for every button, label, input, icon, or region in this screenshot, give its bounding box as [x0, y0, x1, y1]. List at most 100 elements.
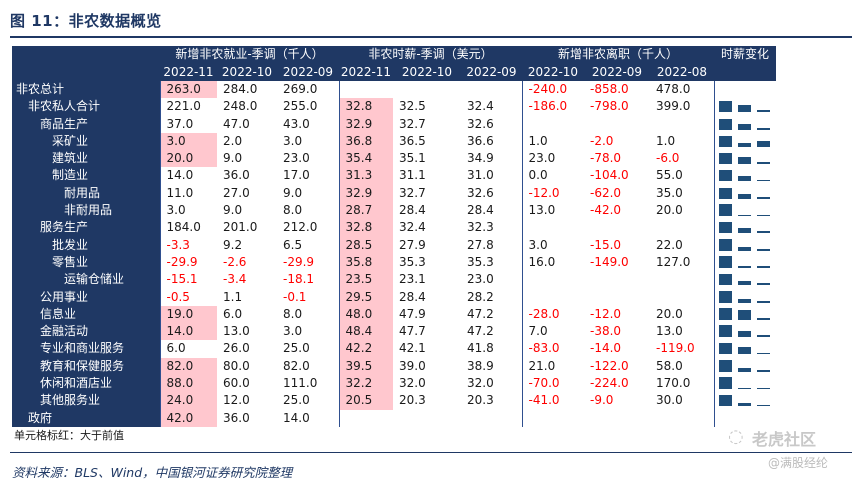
employment-cell: 25.0 [283, 393, 310, 408]
separations-cell [650, 271, 714, 288]
row-label: 教育和保健服务 [12, 357, 160, 376]
sparkbar [756, 317, 770, 320]
wage-cell: 31.3 [338, 167, 393, 185]
wage-change-sparkbar [713, 375, 776, 393]
wage-cell [338, 409, 393, 427]
wage-change-sparkbar [713, 167, 776, 185]
sparkbar [756, 231, 770, 234]
wage-cell: 23.1 [399, 272, 426, 287]
wage-cell: 27.9 [399, 237, 426, 252]
wage-change-sparkbar [713, 288, 776, 306]
wage-cell: 31.1 [399, 168, 426, 183]
separations-cell [521, 115, 584, 133]
group-header-wage: 非农时薪-季调（美元） [339, 46, 522, 64]
wage-change-sparkbar [713, 323, 776, 341]
wage-cell: 23.5 [338, 271, 393, 289]
sparkbar [737, 281, 751, 286]
sparkbar [756, 266, 770, 268]
sparkbar [718, 290, 732, 303]
wage-cell: 32.9 [338, 115, 393, 133]
wage-change-sparkbar [713, 184, 776, 203]
wage-cell: 20.3 [399, 393, 426, 408]
table-row: 其他服务业 24.0 12.0 25.0 20.5 20.3 20.3 -41.0 -9.0 30… [12, 392, 776, 410]
separations-cell: -122.0 [590, 358, 629, 373]
wage-cell: 20.3 [467, 393, 494, 408]
employment-cell: -3.3 [159, 236, 217, 254]
sparkbar [718, 187, 732, 199]
date-header: 2022-11 [339, 63, 393, 81]
separations-cell: 7.0 [521, 323, 584, 341]
wage-cell: 29.5 [338, 288, 393, 306]
sparkbar [756, 196, 770, 199]
sparkbar [756, 369, 770, 372]
sparkbar [737, 193, 751, 199]
employment-cell: 36.0 [223, 410, 250, 425]
figure-title: 图 11：非农数据概览 [10, 12, 162, 30]
employment-cell: -2.6 [223, 254, 247, 269]
separations-cell [650, 410, 714, 427]
employment-cell: 82.0 [283, 358, 310, 373]
table-row: 非农总计 263.0 284.0 269.0 -240.0 -858.0 478.0 [12, 81, 776, 99]
separations-cell: 3.0 [521, 236, 584, 254]
separations-cell [521, 271, 584, 289]
wage-cell: 41.8 [467, 341, 494, 356]
employment-cell: 11.0 [159, 184, 217, 203]
row-label: 零售业 [12, 253, 160, 272]
wage-cell: 32.0 [467, 376, 494, 391]
separations-cell: 399.0 [656, 99, 691, 114]
separations-cell: 21.0 [521, 357, 584, 376]
separations-cell [584, 219, 650, 236]
employment-cell: 6.5 [283, 237, 303, 252]
sparkbar [756, 404, 770, 407]
separations-cell [584, 289, 650, 306]
table-row: 公用事业 -0.5 1.1 -0.1 29.5 28.4 28.2 [12, 288, 776, 306]
sparkbar-group [718, 271, 775, 288]
employment-cell: -29.9 [159, 253, 217, 272]
employment-cell: 17.0 [283, 168, 310, 183]
separations-cell [650, 116, 714, 133]
employment-cell: 3.0 [283, 324, 303, 339]
wage-cell: 47.2 [467, 306, 494, 321]
row-label: 建筑业 [12, 150, 160, 168]
row-label: 商品生产 [12, 115, 160, 133]
row-label: 服务生产 [12, 219, 160, 237]
separations-cell: 170.0 [656, 376, 691, 391]
wage-cell: 32.0 [399, 376, 426, 391]
sparkbar-group [718, 98, 775, 115]
sparkbar [756, 179, 770, 182]
sparkbar [737, 176, 751, 182]
employment-cell: 14.0 [159, 167, 217, 185]
wage-cell: 42.1 [399, 341, 426, 356]
sparkbar-group [718, 340, 775, 357]
row-label: 非耐用品 [12, 202, 160, 220]
employment-cell: 201.0 [223, 220, 258, 235]
separations-cell: 23.0 [521, 150, 584, 168]
wage-change-sparkbar [713, 98, 776, 116]
row-label: 非农总计 [12, 81, 160, 99]
employment-cell: 23.0 [283, 151, 310, 166]
employment-cell: 284.0 [223, 82, 258, 96]
row-label: 休闲和酒店业 [12, 375, 160, 393]
separations-cell: 127.0 [656, 254, 691, 269]
employment-cell: 9.2 [223, 237, 243, 252]
separations-cell [584, 271, 650, 288]
wage-cell: 42.2 [338, 340, 393, 358]
separations-cell: 20.0 [656, 203, 683, 218]
wage-change-sparkbar [713, 81, 776, 99]
employment-cell: -18.1 [283, 272, 315, 287]
sparkbar [718, 170, 732, 182]
wage-cell: 48.0 [338, 305, 393, 324]
separations-cell: -70.0 [521, 375, 584, 393]
wage-change-sparkbar [713, 150, 776, 168]
separations-cell [650, 289, 714, 306]
separations-cell [521, 288, 584, 306]
sparkbar-group [718, 254, 775, 271]
date-header: 2022-11 [160, 63, 217, 81]
separations-cell: -83.0 [521, 340, 584, 358]
sparkbar [737, 228, 751, 234]
source-rule [10, 452, 852, 453]
separations-cell: 13.0 [656, 324, 683, 339]
table-row: 政府 42.0 36.0 14.0 [12, 409, 776, 427]
employment-cell: 14.0 [159, 323, 217, 341]
wage-change-sparkbar [713, 340, 776, 358]
